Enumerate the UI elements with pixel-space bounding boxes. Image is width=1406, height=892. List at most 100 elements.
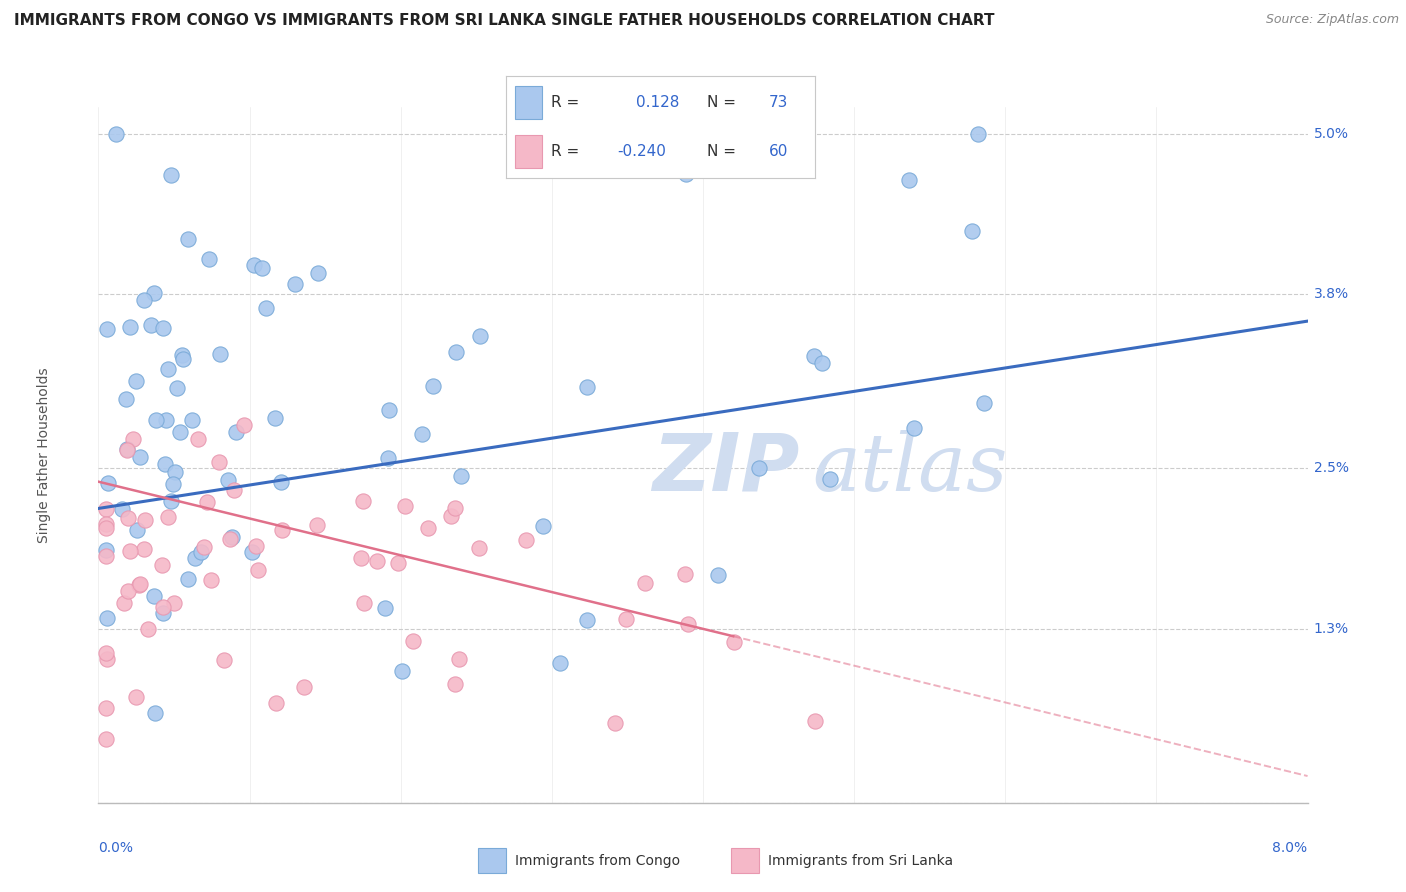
Point bbox=[634, 575, 657, 590]
Point bbox=[120, 320, 142, 334]
Point bbox=[115, 392, 138, 407]
Point bbox=[112, 596, 135, 610]
Point bbox=[960, 224, 983, 238]
Point bbox=[468, 329, 491, 343]
Point bbox=[96, 611, 118, 625]
Point bbox=[515, 533, 537, 547]
Text: 0.128: 0.128 bbox=[636, 95, 679, 110]
Point bbox=[217, 474, 239, 488]
Point bbox=[391, 664, 413, 678]
Point bbox=[128, 450, 150, 464]
Point bbox=[676, 617, 699, 632]
Point bbox=[377, 450, 399, 465]
Point bbox=[245, 539, 267, 553]
Point bbox=[172, 351, 194, 366]
Point bbox=[723, 635, 745, 649]
Point bbox=[143, 286, 166, 301]
Point bbox=[117, 583, 139, 598]
Point bbox=[169, 425, 191, 440]
Text: 73: 73 bbox=[769, 95, 789, 110]
Point bbox=[94, 501, 117, 516]
Point bbox=[243, 258, 266, 272]
Point bbox=[117, 511, 139, 525]
Point bbox=[125, 690, 148, 705]
Point bbox=[387, 556, 409, 570]
Text: 8.0%: 8.0% bbox=[1272, 841, 1308, 855]
Point bbox=[152, 607, 174, 621]
Point bbox=[270, 475, 292, 489]
Text: Source: ZipAtlas.com: Source: ZipAtlas.com bbox=[1265, 13, 1399, 27]
Point bbox=[973, 396, 995, 410]
Point bbox=[195, 494, 218, 508]
Point bbox=[143, 706, 166, 721]
Point bbox=[200, 573, 222, 587]
Point bbox=[804, 714, 827, 728]
Point bbox=[378, 402, 401, 417]
Point bbox=[209, 347, 232, 361]
Point bbox=[152, 321, 174, 335]
Point bbox=[97, 476, 120, 491]
Point bbox=[675, 168, 697, 182]
Point bbox=[416, 520, 439, 534]
Point bbox=[411, 426, 433, 441]
Point bbox=[160, 168, 183, 182]
Point bbox=[125, 374, 148, 388]
Point bbox=[128, 578, 150, 592]
Point bbox=[94, 732, 117, 747]
Point bbox=[132, 542, 155, 557]
Text: IMMIGRANTS FROM CONGO VS IMMIGRANTS FROM SRI LANKA SINGLE FATHER HOUSEHOLDS CORR: IMMIGRANTS FROM CONGO VS IMMIGRANTS FROM… bbox=[14, 13, 994, 29]
Point bbox=[212, 653, 235, 667]
Point bbox=[155, 413, 177, 427]
Point bbox=[250, 260, 273, 275]
Point bbox=[254, 301, 277, 315]
Point bbox=[94, 701, 117, 715]
Point bbox=[177, 232, 200, 246]
Point bbox=[145, 413, 167, 427]
Point bbox=[350, 551, 373, 566]
Point bbox=[450, 468, 472, 483]
Point bbox=[818, 472, 841, 486]
Point bbox=[352, 494, 374, 508]
Point bbox=[150, 558, 173, 572]
Point bbox=[219, 532, 242, 546]
Text: R =: R = bbox=[551, 145, 579, 160]
Point bbox=[160, 494, 183, 508]
Point bbox=[94, 516, 117, 531]
Point bbox=[366, 554, 388, 568]
Point bbox=[222, 483, 245, 498]
Point bbox=[446, 345, 468, 359]
Point bbox=[531, 519, 554, 533]
Point bbox=[264, 410, 287, 425]
Text: 0.0%: 0.0% bbox=[98, 841, 134, 855]
Point bbox=[111, 501, 134, 516]
Point bbox=[810, 356, 832, 370]
Point bbox=[117, 442, 139, 456]
Point bbox=[898, 173, 921, 187]
Point bbox=[115, 442, 138, 457]
Point bbox=[136, 622, 159, 636]
Point bbox=[104, 127, 127, 141]
Point bbox=[187, 432, 209, 446]
Point bbox=[444, 500, 467, 515]
Point bbox=[576, 380, 599, 394]
Point bbox=[903, 420, 925, 434]
Point bbox=[190, 545, 212, 559]
Point bbox=[96, 322, 118, 336]
Point bbox=[193, 540, 215, 554]
Point bbox=[162, 477, 184, 491]
Point bbox=[447, 651, 470, 665]
Bar bbox=[516, 87, 541, 120]
Point bbox=[183, 551, 205, 566]
Point bbox=[748, 460, 770, 475]
Point bbox=[353, 596, 375, 610]
Text: -0.240: -0.240 bbox=[617, 145, 666, 160]
Point bbox=[94, 549, 117, 563]
Point bbox=[605, 715, 627, 730]
Text: 5.0%: 5.0% bbox=[1313, 127, 1348, 141]
Point bbox=[163, 596, 186, 610]
Point bbox=[440, 509, 463, 524]
Text: Immigrants from Sri Lanka: Immigrants from Sri Lanka bbox=[768, 854, 953, 868]
Point bbox=[292, 680, 315, 694]
Point bbox=[208, 455, 231, 469]
Text: N =: N = bbox=[707, 145, 737, 160]
